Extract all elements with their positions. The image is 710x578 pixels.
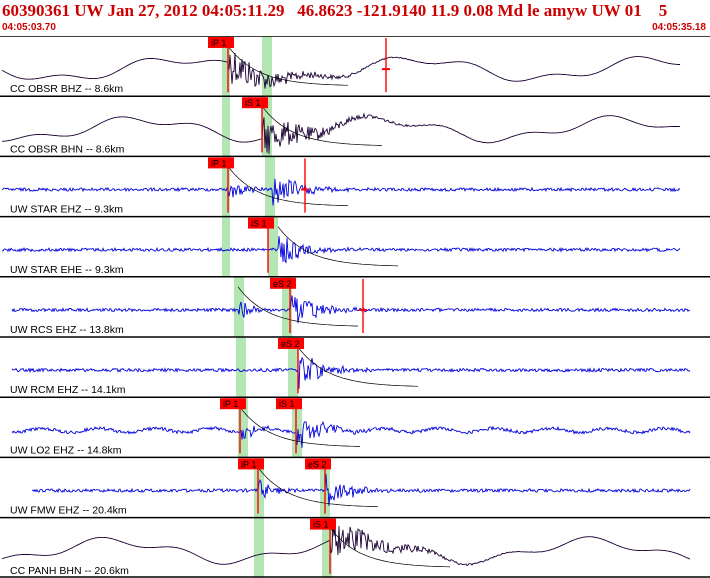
coda-decay-curve-1 (227, 45, 349, 86)
event-header: 60390361 UW Jan 27, 2012 04:05:11.29 46.… (0, 0, 710, 36)
pick-window-8-1 (254, 457, 264, 518)
pick-window-2-1 (222, 96, 230, 157)
pick-window-6-1 (236, 337, 246, 398)
coda-decay-curve-6 (297, 346, 419, 387)
seismogram-panel[interactable]: iP 1 CC OBSR BHZ -- 8.6km iS 1 CC OBSR BHN … (0, 36, 710, 578)
station-label-1: CC OBSR BHZ -- 8.6km (10, 83, 123, 95)
waveform-trace-2 (2, 112, 680, 154)
pick-window-9-1 (254, 517, 264, 578)
station-label-6: UW RCM EHZ -- 14.1km (10, 384, 126, 396)
waveform-trace-5 (11, 295, 691, 324)
pick-label-box-3-1 (208, 157, 234, 169)
pick-window-9-2 (322, 517, 332, 578)
pick-label-6-1: eS 2 (281, 339, 300, 349)
pick-window-3-2 (265, 156, 275, 217)
station-label-9: CC PANH BHN -- 20.6km (10, 565, 129, 577)
pick-label-box-9-1 (310, 518, 336, 530)
station-label-8: UW FMW EHZ -- 20.4km (10, 505, 127, 517)
coda-decay-curve-5 (237, 286, 359, 327)
station-label-2: CC OBSR BHN -- 8.6km (10, 143, 125, 155)
pick-window-7-1 (238, 397, 248, 458)
pick-label-box-4-1 (248, 217, 274, 229)
pick-window-4-1 (222, 216, 230, 277)
pick-window-7-2 (292, 397, 302, 458)
station-label-7: UW LO2 EHZ -- 14.8km (10, 444, 122, 456)
pick-label-box-8-1 (238, 458, 264, 470)
coda-decay-curve-3 (227, 166, 349, 207)
pick-label-box-8-2 (305, 458, 331, 470)
pick-label-7-1: iP 1 (223, 399, 238, 409)
pick-label-5-1: eS 2 (273, 279, 292, 289)
window-start-time: 04:05:03.70 (2, 22, 56, 33)
pick-window-5-2 (282, 276, 292, 337)
station-label-3: UW STAR EHZ -- 9.3km (10, 204, 123, 216)
coda-decay-curve-7 (239, 406, 361, 447)
pick-window-6-2 (288, 337, 298, 398)
coda-decay-curve-9 (329, 527, 451, 568)
pick-window-2-2 (262, 96, 272, 157)
coda-decay-curve-4 (277, 226, 399, 267)
waveform-trace-6 (11, 356, 691, 389)
pick-label-box-2-1 (242, 97, 268, 109)
waveform-trace-7 (11, 420, 691, 448)
pick-label-box-5-1 (270, 277, 296, 289)
pick-label-1-1: iP 1 (211, 38, 226, 48)
window-end-time: 04:05:35.18 (652, 22, 706, 33)
pick-label-9-1: iS 1 (313, 520, 329, 530)
pick-label-8-1: iP 1 (241, 459, 256, 469)
event-summary-title: 60390361 UW Jan 27, 2012 04:05:11.29 46.… (2, 1, 668, 20)
station-label-4: UW STAR EHE -- 9.3km (10, 264, 124, 276)
pick-label-box-7-2 (276, 398, 302, 410)
pick-window-4-2 (268, 216, 278, 277)
pick-label-box-1-1 (208, 37, 234, 48)
pick-label-7-2: iS 1 (279, 399, 295, 409)
pick-label-3-1: iP 1 (211, 158, 226, 168)
waveform-trace-9 (1, 521, 691, 567)
pick-window-5-1 (234, 276, 244, 337)
waveform-trace-8 (31, 474, 691, 506)
pick-label-box-6-1 (278, 338, 304, 349)
pick-window-1-2 (262, 36, 272, 97)
pick-label-8-2: eS 2 (308, 459, 327, 469)
station-label-5: UW RCS EHZ -- 13.8km (10, 324, 124, 336)
pick-label-4-1: iS 1 (251, 219, 267, 229)
waveform-trace-4 (1, 236, 681, 264)
pick-window-1-1 (222, 36, 230, 97)
waveform-trace-1 (1, 52, 680, 89)
waveform-trace-3 (1, 178, 681, 206)
coda-decay-curve-2 (261, 105, 383, 146)
pick-label-2-1: iS 1 (245, 98, 261, 108)
pick-label-box-7-1 (220, 398, 246, 410)
coda-decay-curve-8 (257, 467, 379, 508)
pick-window-3-1 (222, 156, 230, 217)
